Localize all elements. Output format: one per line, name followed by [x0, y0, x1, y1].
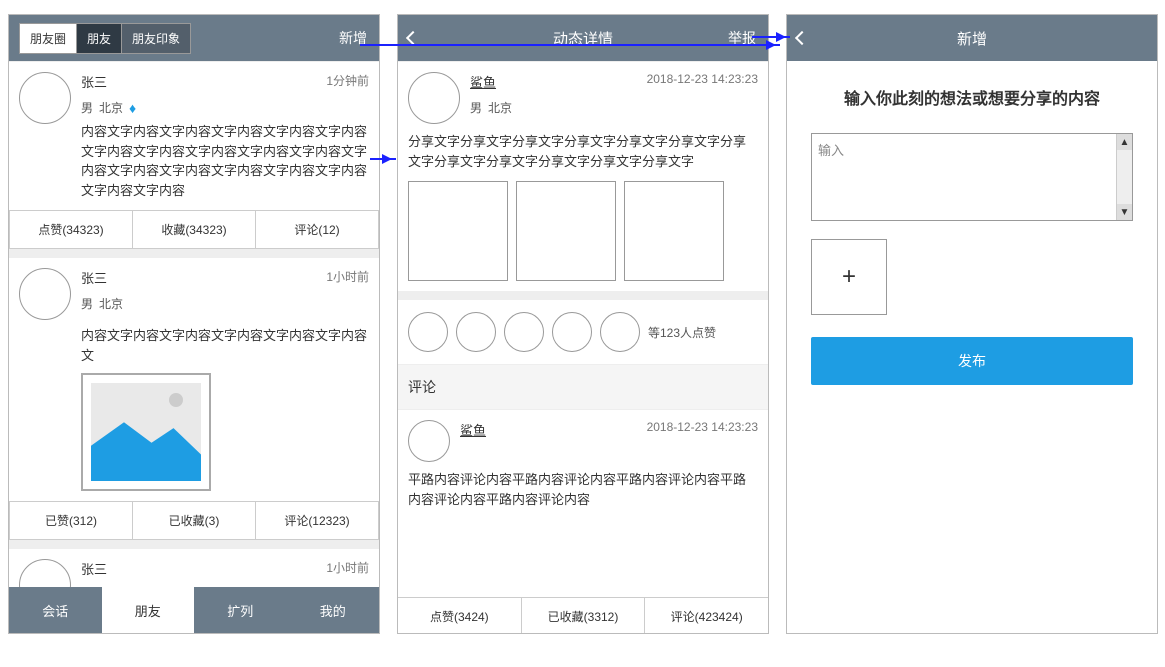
like-button[interactable]: 已赞(312): [10, 502, 133, 539]
post-time: 1小时前: [326, 268, 369, 287]
comment-text: 平路内容评论内容平路内容评论内容平路内容评论内容平路内容评论内容平路内容评论内容: [408, 470, 758, 509]
seg-friends[interactable]: 朋友: [77, 24, 122, 53]
likers-text: 等123人点赞: [648, 324, 716, 341]
detail-post: 鲨鱼 2018-12-23 14:23:23 男 北京 分享文字分享文字分享文字…: [398, 61, 768, 291]
post-item: 张三 1小时前: [9, 548, 379, 589]
avatar[interactable]: [19, 72, 71, 124]
screen-compose: 新增 输入你此刻的想法或想要分享的内容 输入 ▲ ▼ + 发布: [786, 14, 1158, 634]
tab-chat[interactable]: 会话: [9, 587, 102, 633]
post-actions: 已赞(312) 已收藏(3) 评论(12323): [9, 501, 379, 540]
likers-row: 等123人点赞: [398, 299, 768, 365]
add-image-button[interactable]: +: [811, 239, 887, 315]
fav-button[interactable]: 已收藏(3): [133, 502, 256, 539]
post-city: 北京: [99, 295, 123, 312]
post-gender: 男: [81, 99, 93, 116]
comment-header: 评论: [398, 365, 768, 409]
screen-detail: 动态详情 举报 鲨鱼 2018-12-23 14:23:23 男 北京: [397, 14, 769, 634]
post-actions: 点赞(34323) 收藏(34323) 评论(12): [9, 210, 379, 249]
back-button[interactable]: [797, 31, 807, 46]
comment-button[interactable]: 评论(12): [256, 211, 378, 248]
tab-friend[interactable]: 朋友: [102, 587, 195, 633]
post-time: 1小时前: [326, 559, 369, 578]
detail-text: 分享文字分享文字分享文字分享文字分享文字分享文字分享文字分享文字分享文字分享文字…: [408, 132, 758, 171]
post-gender: 男: [81, 295, 93, 312]
top-segmented: 朋友圈 朋友 朋友印象: [19, 23, 191, 54]
flow-arrow: [370, 158, 396, 160]
comment-button[interactable]: 评论(423424): [645, 598, 768, 634]
chevron-left-icon: [406, 30, 420, 44]
flow-arrow: [360, 44, 780, 46]
nav-title: 新增: [787, 28, 1157, 49]
liker-avatar[interactable]: [600, 312, 640, 352]
post-author: 张三: [81, 268, 107, 287]
navbar: 动态详情 举报: [398, 15, 768, 61]
avatar[interactable]: [408, 420, 450, 462]
seg-impression[interactable]: 朋友印象: [122, 24, 190, 53]
post-text: 内容文字内容文字内容文字内容文字内容文字内容文字内容文字内容文字内容文字内容文字…: [19, 122, 369, 200]
screen-feed: 朋友圈 朋友 朋友印象 新增 张三 1分钟前 男 北京: [8, 14, 380, 634]
detail-time: 2018-12-23 14:23:23: [647, 72, 758, 91]
tab-mine[interactable]: 我的: [287, 587, 380, 633]
liker-avatar[interactable]: [552, 312, 592, 352]
fav-button[interactable]: 收藏(34323): [133, 211, 256, 248]
vip-diamond-icon: ♦: [129, 100, 136, 116]
like-button[interactable]: 点赞(34323): [10, 211, 133, 248]
liker-avatar[interactable]: [504, 312, 544, 352]
post-item: 张三 1分钟前 男 北京 ♦ 内容文字内容文字内容文字内容文字内容文字内容文字内…: [9, 61, 379, 210]
navbar: 朋友圈 朋友 朋友印象 新增: [9, 15, 379, 61]
liker-avatar[interactable]: [408, 312, 448, 352]
detail-scroll: 鲨鱼 2018-12-23 14:23:23 男 北京 分享文字分享文字分享文字…: [398, 61, 768, 634]
scroll-down-icon[interactable]: ▼: [1117, 204, 1132, 220]
detail-actions: 点赞(3424) 已收藏(3312) 评论(423424): [398, 597, 768, 634]
post-time: 1分钟前: [326, 72, 369, 91]
comment-author[interactable]: 鲨鱼: [460, 420, 486, 439]
post-text: 内容文字内容文字内容文字内容文字内容文字内容文: [81, 326, 369, 365]
feed-scroll: 张三 1分钟前 男 北京 ♦ 内容文字内容文字内容文字内容文字内容文字内容文字内…: [9, 61, 379, 589]
tab-expand[interactable]: 扩列: [194, 587, 287, 633]
chevron-left-icon: [795, 30, 809, 44]
detail-image[interactable]: [624, 181, 724, 281]
like-button[interactable]: 点赞(3424): [398, 598, 522, 634]
avatar[interactable]: [19, 559, 71, 589]
scroll-up-icon[interactable]: ▲: [1117, 134, 1132, 150]
avatar[interactable]: [19, 268, 71, 320]
detail-author[interactable]: 鲨鱼: [470, 72, 496, 91]
publish-button[interactable]: 发布: [811, 337, 1133, 385]
detail-image[interactable]: [408, 181, 508, 281]
tabbar: 会话 朋友 扩列 我的: [9, 587, 379, 633]
liker-avatar[interactable]: [456, 312, 496, 352]
comment-button[interactable]: 评论(12323): [256, 502, 378, 539]
post-image[interactable]: [81, 373, 211, 491]
seg-moments[interactable]: 朋友圈: [20, 24, 77, 53]
detail-city: 北京: [488, 99, 512, 116]
fav-button[interactable]: 已收藏(3312): [522, 598, 646, 634]
post-city: 北京: [99, 99, 123, 116]
textarea-placeholder: 输入: [818, 140, 844, 159]
compose-textarea[interactable]: 输入 ▲ ▼: [811, 133, 1133, 221]
detail-image[interactable]: [516, 181, 616, 281]
avatar[interactable]: [408, 72, 460, 124]
detail-gender: 男: [470, 99, 482, 116]
compose-heading: 输入你此刻的想法或想要分享的内容: [787, 61, 1157, 133]
scrollbar[interactable]: ▲ ▼: [1116, 134, 1132, 220]
flow-arrow: [752, 36, 790, 38]
post-author: 张三: [81, 72, 107, 91]
post-item: 张三 1小时前 男 北京 内容文字内容文字内容文字内容文字内容文字内容文: [9, 257, 379, 501]
post-author: 张三: [81, 559, 107, 578]
navbar: 新增: [787, 15, 1157, 61]
detail-images: [408, 181, 758, 281]
comment-time: 2018-12-23 14:23:23: [647, 420, 758, 439]
comment-item: 鲨鱼 2018-12-23 14:23:23 平路内容评论内容平路内容评论内容平…: [398, 409, 768, 519]
